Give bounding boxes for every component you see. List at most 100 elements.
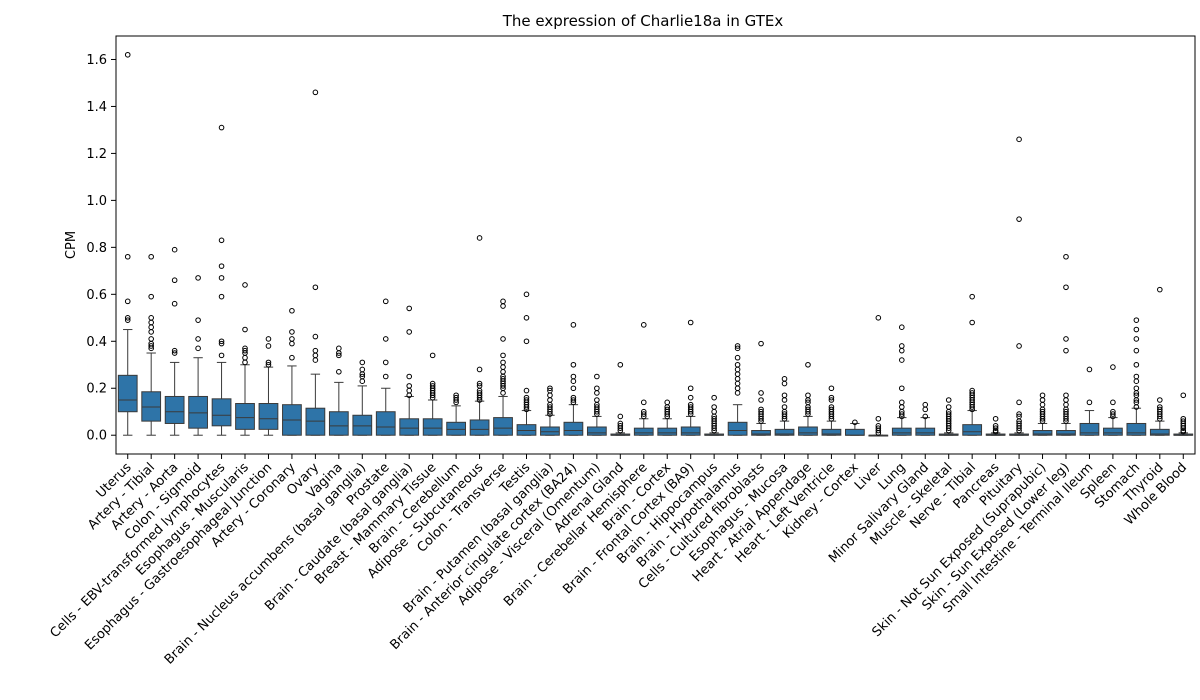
box-group: [821, 385, 842, 436]
outlier-point: [476, 380, 483, 387]
outlier-point: [359, 366, 366, 373]
box: [328, 411, 349, 436]
outlier-point: [406, 383, 413, 389]
outlier-point: [758, 406, 764, 413]
box-group: [235, 282, 255, 436]
box: [1126, 422, 1147, 436]
outlier-point: [1133, 373, 1140, 380]
outlier-point: [336, 369, 342, 375]
y-tick-label: 0.4: [86, 335, 107, 350]
box: [305, 407, 326, 436]
outlier-point: [265, 361, 272, 368]
outlier-point: [758, 340, 764, 347]
outlier-point: [687, 404, 694, 410]
outlier-point: [711, 394, 717, 401]
box-group: [751, 340, 771, 436]
outlier-point: [1133, 347, 1140, 354]
outlier-point: [922, 413, 929, 420]
outlier-point: [640, 408, 647, 415]
outlier-point: [500, 390, 506, 396]
outlier-point: [523, 314, 530, 321]
outlier-point: [1133, 361, 1140, 368]
box-group: [680, 319, 701, 436]
outlier-point: [828, 404, 835, 410]
box: [188, 395, 208, 429]
outlier-point: [218, 275, 225, 281]
box-group: [399, 305, 420, 436]
outlier-point: [382, 359, 389, 366]
outlier-point: [594, 390, 600, 396]
outlier-point: [781, 380, 788, 387]
y-axis: 0.0 0.2 0.4 0.6 0.8 1.0 1.2 1.4 1.6: [86, 53, 116, 444]
outlier-point: [969, 387, 975, 394]
outlier-point: [1039, 397, 1046, 403]
outlier-point: [594, 404, 600, 410]
y-tick-label: 0.8: [86, 241, 107, 256]
outlier-point: [500, 369, 506, 375]
outlier-point: [594, 373, 600, 380]
box-group: [141, 253, 162, 436]
outlier-point: [1157, 404, 1163, 410]
box: [727, 421, 748, 436]
outlier-point: [711, 415, 717, 422]
outlier-point: [265, 343, 272, 349]
outlier-point: [124, 314, 131, 321]
outlier-point: [1133, 336, 1140, 342]
outlier-point: [289, 340, 295, 347]
outlier-point: [898, 357, 905, 363]
outlier-point: [570, 322, 577, 328]
outlier-point: [922, 401, 929, 408]
outlier-point: [734, 385, 741, 392]
outlier-point: [500, 376, 506, 382]
outlier-point: [124, 51, 131, 58]
box: [469, 419, 490, 436]
outlier-point: [992, 415, 999, 422]
outlier-point: [1063, 347, 1069, 354]
outlier-point: [1016, 136, 1022, 143]
outlier-point: [336, 345, 342, 352]
outlier-point: [570, 378, 577, 385]
outlier-point: [898, 347, 905, 354]
outlier-point: [570, 373, 577, 380]
outlier-point: [1157, 406, 1163, 413]
outlier-point: [148, 314, 154, 321]
box: [211, 398, 232, 427]
outlier-point: [1063, 408, 1069, 415]
outlier-point: [1133, 326, 1140, 333]
outlier-point: [1133, 392, 1140, 399]
outlier-point: [805, 399, 811, 406]
outlier-point: [500, 336, 506, 342]
outlier-point: [852, 419, 858, 426]
outlier-point: [242, 282, 248, 288]
outlier-point: [265, 359, 272, 366]
box: [258, 403, 279, 430]
box-group: [540, 385, 560, 436]
box-group: [1032, 392, 1053, 436]
box-group: [282, 307, 302, 436]
outlier-point: [945, 411, 952, 417]
outlier-point: [171, 246, 178, 253]
y-tick-label: 0.6: [86, 288, 107, 303]
outlier-point: [570, 385, 577, 392]
outlier-point: [1110, 411, 1116, 417]
outlier-point: [1039, 408, 1046, 415]
outlier-point: [171, 347, 178, 354]
outlier-point: [734, 345, 741, 352]
outlier-point: [898, 404, 905, 410]
box: [680, 426, 701, 436]
outlier-point: [828, 397, 835, 403]
box: [422, 418, 443, 436]
outlier-point: [781, 411, 788, 417]
box: [540, 426, 560, 436]
outlier-point: [1063, 401, 1069, 408]
box-group: [938, 397, 959, 436]
outlier-point: [148, 324, 154, 330]
outlier-point: [218, 340, 225, 347]
outlier-point: [945, 404, 952, 410]
outlier-point: [1086, 399, 1093, 406]
outlier-point: [195, 336, 201, 342]
outlier-point: [500, 352, 506, 359]
outlier-point: [992, 423, 999, 429]
box-group: [868, 314, 889, 437]
